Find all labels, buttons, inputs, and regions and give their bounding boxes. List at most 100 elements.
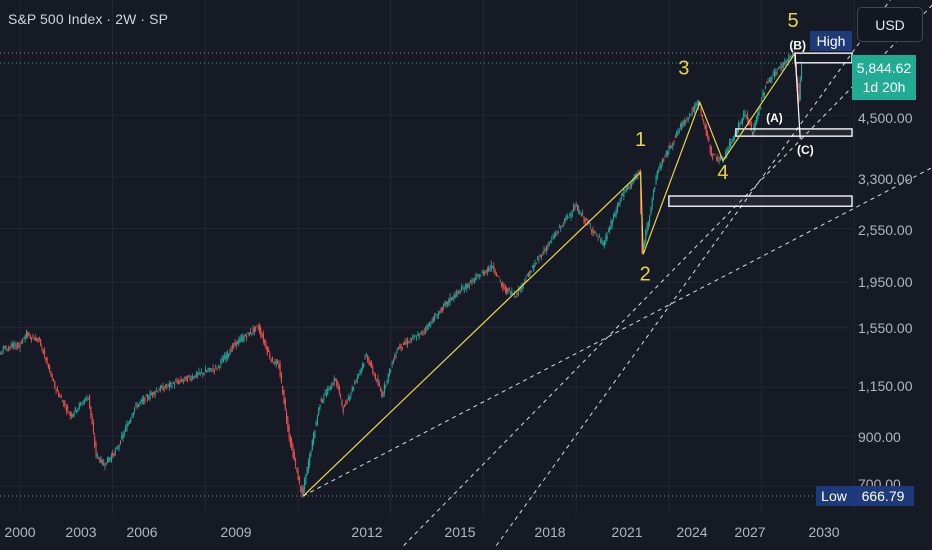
candle-body [22,339,24,344]
candle-body [591,229,593,232]
candle-body [387,373,389,382]
candle-body [454,294,456,299]
candle-body [69,412,71,416]
candle-body [25,331,28,338]
candle-body [610,221,612,229]
candle-body [542,253,544,255]
candle-body [699,104,701,106]
candle-body [43,350,46,356]
candle-body [776,71,778,73]
candle-body [193,377,195,379]
candle-body [506,287,508,293]
candle-body [543,248,545,253]
candle-body [525,279,527,282]
candle-body [661,159,664,164]
candle-body [731,139,733,141]
candle-body [463,288,465,292]
candle-body [90,406,92,416]
candle-body [180,378,182,382]
candle-body [540,255,543,258]
candle-body [641,213,643,254]
candle-body [679,124,682,127]
candle-body [337,382,339,390]
candle-body [457,291,459,294]
candle-body [61,401,64,403]
candle-body [717,157,719,160]
candle-body [766,82,768,84]
candle-body [544,250,546,252]
candle-body [546,246,548,252]
candle-body [183,380,185,382]
candle-body [54,381,56,389]
candle-body [89,394,91,407]
candle-body [672,143,674,147]
candle-body [243,336,245,341]
candle-body [108,458,110,462]
candle-body [651,199,653,207]
candle-body [34,337,37,341]
candle-body [755,116,758,125]
candle-body [87,397,89,399]
candle-body [265,343,267,349]
candle-body [201,371,203,373]
candle-body [352,387,355,390]
candle-body [579,211,581,215]
candle-body [262,334,264,342]
candle-body [394,356,396,359]
candle-body [132,412,134,417]
candle-body [76,410,78,413]
candle-body [614,213,616,217]
candle-body [575,205,577,207]
x-tick-label: 2003 [65,524,97,540]
candle-body [293,452,295,460]
currency-button[interactable]: USD [857,7,923,42]
symbol-title[interactable]: S&P 500 Index · 2W · SP [8,11,169,27]
candle-body [408,342,410,344]
candle-body [726,149,728,156]
candle-body [752,131,754,134]
candle-body [131,415,133,418]
candle-body [533,265,535,272]
candle-body [600,239,602,242]
candle-body [560,226,562,229]
candle-body [128,421,131,424]
candle-body [770,77,772,83]
candle-body [627,184,629,190]
candle-body [19,344,21,348]
candle-body [479,277,481,280]
candle-body [71,414,73,416]
candle-body [194,375,196,378]
candle-body [436,317,438,319]
candle-body [340,394,342,397]
candle-body [80,403,82,405]
candle-body [798,84,800,101]
candle-body [470,280,472,282]
candle-body [91,416,93,425]
candle-body [231,346,234,348]
elliott-wave-line [302,52,796,497]
candle-body [117,448,119,449]
candle-body [526,274,528,276]
x-tick-label: 2030 [808,524,840,540]
candle-body [580,215,582,216]
candle-body [58,392,60,397]
candle-body [414,335,416,337]
candle-body [47,363,49,368]
candle-body [422,331,424,333]
candle-body [567,217,570,218]
candle-body [122,433,124,439]
candle-body [301,487,303,496]
candle-body [604,241,606,245]
candle-body [163,388,165,390]
candle-body [547,246,549,248]
candle-body [618,203,620,206]
candle-body [130,418,132,422]
candle-body [13,344,15,347]
candle-body [113,453,115,456]
candle-body [67,406,69,410]
candle-body [777,67,779,69]
candle-body [199,372,201,374]
candle-body [332,384,334,385]
candle-body [486,269,488,272]
